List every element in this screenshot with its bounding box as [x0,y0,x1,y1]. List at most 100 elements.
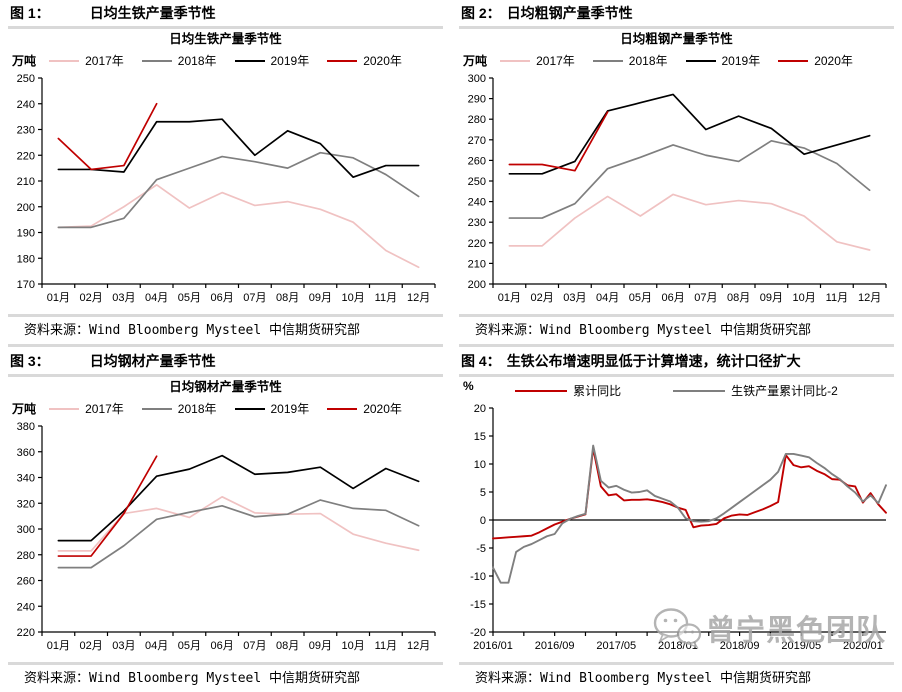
svg-text:170: 170 [17,279,35,291]
svg-text:10月: 10月 [342,640,365,652]
legend-label: 2017年 [85,402,124,416]
svg-text:05月: 05月 [178,640,201,652]
svg-text:280: 280 [17,550,35,562]
svg-text:180: 180 [17,253,35,265]
figure-4-title-row: 图 4： 生铁公布增速明显低于计算增速，统计口径扩大 [459,348,894,373]
legend-label: 2019年 [270,54,310,68]
svg-text:2017/05: 2017/05 [596,640,636,652]
svg-text:5: 5 [480,487,486,499]
svg-text:08月: 08月 [276,292,299,304]
legend-label: 2019年 [721,54,761,68]
divider [459,314,894,317]
svg-text:260: 260 [468,155,486,167]
legend-line-sample [515,390,568,392]
svg-text:360: 360 [17,447,35,459]
divider [8,344,443,347]
divider [459,344,894,347]
figure-panel-1: 图 1： 日均生铁产量季节性 万吨 日均生铁产量季节性 2017年 2018年 201… [0,0,451,348]
legend-item: 2020年 [778,51,853,71]
legend-item: 2017年 [49,399,124,419]
legend-item: 2018年 [592,51,668,71]
svg-text:2019/05: 2019/05 [781,640,821,652]
legend-line-sample [685,60,716,62]
svg-text:-15: -15 [470,599,486,611]
legend-item: 2019年 [685,51,761,71]
legend-line-sample [141,60,172,62]
svg-text:01月: 01月 [47,640,70,652]
svg-text:2016/09: 2016/09 [535,640,575,652]
figure-3-title: 日均钢材产量季节性 [89,353,216,369]
figure-1-label: 图 1： [10,5,50,21]
divider [8,314,443,317]
svg-text:11月: 11月 [826,292,848,304]
legend-line-sample [592,60,623,62]
svg-text:210: 210 [468,258,486,270]
line-chart-pig-iron: 170 180 190 200 210 220 230 240 250 01月 02月 03月 04月 0… [17,73,436,304]
svg-text:02月: 02月 [80,640,103,652]
legend-line-sample [327,60,358,62]
svg-text:290: 290 [468,94,486,106]
svg-text:0: 0 [480,515,486,527]
divider [459,662,894,665]
svg-text:07月: 07月 [694,292,717,304]
svg-text:250: 250 [17,73,35,85]
svg-text:240: 240 [17,601,35,613]
legend-label: 2018年 [177,54,217,68]
svg-text:270: 270 [468,135,486,147]
source-note: 资料来源：Wind Bloomberg Mysteel 中信期货研究部 [475,671,812,686]
line-chart-crude-steel: 200 210 220 230 240 250 260 270 280 290 300 01月 02月 0… [468,73,887,304]
svg-text:200: 200 [468,279,486,291]
svg-text:240: 240 [468,197,486,209]
svg-text:01月: 01月 [498,292,521,304]
figure-3-title-row: 图 3： 日均钢材产量季节性 [8,348,443,373]
legend-line-sample [49,408,80,410]
legend-item: 2018年 [141,51,217,71]
chart-legend: 累计同比 生铁产量累计同比-2 [459,378,894,398]
figure-panel-4: 图 4： 生铁公布增速明显低于计算增速，统计口径扩大 % 累计同比 生铁产量累计同比… [451,348,902,692]
svg-text:09月: 09月 [309,292,332,304]
chart-legend: 2017年 2018年 2019年 2020年 [459,48,894,68]
svg-text:210: 210 [17,176,35,188]
svg-text:07月: 07月 [243,292,266,304]
svg-text:06月: 06月 [211,640,234,652]
svg-text:220: 220 [17,150,35,162]
divider [459,26,894,29]
legend-label: 累计同比 [573,384,622,398]
legend-line-sample [234,60,265,62]
divider [8,374,443,377]
figure-4-title: 生铁公布增速明显低于计算增速，统计口径扩大 [506,353,801,369]
legend-line-sample [141,408,172,410]
chart-legend: 2017年 2018年 2019年 2020年 [8,396,443,416]
y-axis-unit: 万吨 [12,402,37,416]
svg-text:2020/01: 2020/01 [843,640,883,652]
svg-text:2018/09: 2018/09 [720,640,760,652]
figure-3-label: 图 3： [10,353,50,369]
source-note: 资料来源：Wind Bloomberg Mysteel 中信期货研究部 [475,323,812,338]
figure-2-label: 图 2： [461,5,501,21]
legend-item: 2017年 [49,51,124,71]
legend-label: 2019年 [270,402,310,416]
chart-1-inner-title: 日均生铁产量季节性 [169,32,282,46]
svg-text:01月: 01月 [47,292,70,304]
svg-text:06月: 06月 [211,292,234,304]
legend-label: 2018年 [177,402,217,416]
chart-3-inner-title: 日均钢材产量季节性 [169,380,282,394]
svg-text:300: 300 [17,524,35,536]
svg-text:250: 250 [468,176,486,188]
legend-item: 2018年 [141,399,217,419]
chart-2-block: 万吨 日均粗钢产量季节性 2017年 2018年 2019年 2020年 200 210… [459,30,894,313]
line-chart-steel-products: 220 240 260 280 300 320 340 360 380 01月 02月 03月 04月 0… [17,421,436,652]
svg-text:05月: 05月 [178,292,201,304]
svg-text:09月: 09月 [760,292,783,304]
svg-text:04月: 04月 [145,292,168,304]
svg-text:300: 300 [468,73,486,85]
legend-label: 2020年 [363,54,402,68]
svg-text:190: 190 [17,228,35,240]
svg-text:2016/01: 2016/01 [473,640,513,652]
svg-text:240: 240 [17,99,35,111]
svg-text:03月: 03月 [112,292,135,304]
figure-2-title: 日均粗钢产量季节性 [506,5,633,21]
figure-panel-2: 图 2： 日均粗钢产量季节性 万吨 日均粗钢产量季节性 2017年 2018年 201… [451,0,902,348]
